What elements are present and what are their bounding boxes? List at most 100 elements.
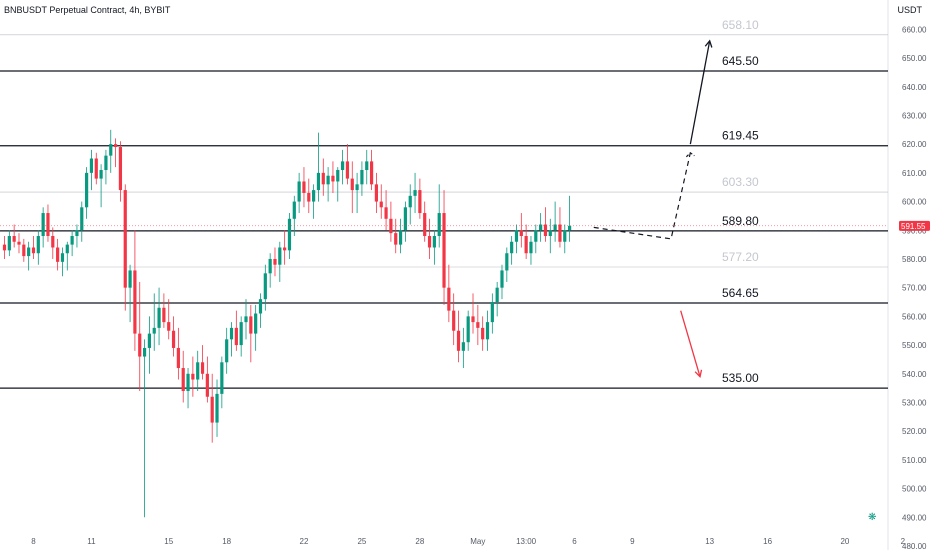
candle-body: [384, 207, 388, 219]
y-tick-label: 550.00: [902, 341, 927, 350]
bear-arrow-head: [694, 369, 703, 378]
candle-body: [109, 144, 113, 156]
candle-body: [485, 322, 490, 340]
candle-body: [123, 190, 127, 288]
candle-body: [171, 330, 176, 348]
y-tick-label: 650.00: [902, 54, 927, 63]
candle-body: [94, 158, 98, 179]
candle-body: [413, 190, 417, 196]
candle-body: [287, 218, 292, 251]
y-tick-label: 640.00: [902, 83, 927, 92]
x-tick-label: 13:00: [516, 537, 537, 546]
candle-body: [341, 161, 345, 170]
candle-body: [365, 161, 369, 170]
x-tick-label: May: [470, 537, 485, 546]
x-tick-label: 6: [572, 537, 577, 546]
y-tick-label: 560.00: [902, 312, 927, 321]
candle-body: [113, 144, 118, 148]
candle-body: [336, 169, 340, 182]
candle-body: [138, 333, 142, 357]
last-price-tag: [899, 220, 930, 231]
candle-body: [191, 373, 195, 380]
x-tick-label: 13: [705, 537, 714, 546]
candle-body: [176, 347, 180, 369]
level-label: 619.45: [722, 129, 759, 143]
candle-body: [548, 230, 552, 237]
candle-body: [186, 373, 190, 392]
price-axis[interactable]: 480.00 490.00 500.00 510.00 520.00 530.00 540.…: [899, 25, 930, 550]
x-tick-label: 15: [164, 537, 173, 546]
candle-body: [456, 330, 461, 351]
level-label: 658.10: [722, 18, 759, 32]
candle-body: [85, 172, 89, 208]
candle-body: [229, 327, 234, 340]
candle-body: [312, 190, 316, 202]
x-tick-label: 16: [763, 537, 772, 546]
candle-body: [17, 241, 21, 245]
candle-body: [60, 253, 65, 262]
candle-body: [225, 339, 229, 363]
candle-body: [529, 241, 533, 254]
x-tick-label: 2: [901, 537, 906, 546]
candle-body: [205, 373, 209, 397]
y-tick-label: 480.00: [902, 542, 927, 550]
bear-arrow: [680, 310, 701, 377]
candle-body: [80, 207, 84, 231]
candle-body: [331, 175, 335, 182]
bull-arrow-head: [704, 39, 713, 48]
candle-body: [56, 247, 60, 262]
candle-body: [215, 393, 219, 423]
y-tick-label: 620.00: [902, 140, 927, 149]
candle-body: [302, 181, 306, 193]
candle-body: [543, 224, 548, 237]
candle-body: [196, 362, 200, 380]
y-tick-label: 500.00: [902, 485, 927, 494]
candle-body: [220, 362, 224, 394]
candle-body: [181, 368, 185, 392]
candle-body: [128, 270, 132, 288]
candle-body: [297, 181, 301, 202]
candle-body: [258, 299, 263, 314]
projection-path: [593, 152, 691, 240]
candle-body: [476, 322, 480, 328]
y-tick-label: 570.00: [902, 284, 927, 293]
candle-body: [437, 213, 441, 237]
candle-body: [273, 258, 277, 265]
candle-body: [466, 316, 470, 343]
y-tick-label: 520.00: [902, 427, 927, 436]
candle-body: [403, 207, 407, 231]
candle-body: [278, 247, 282, 265]
y-tick-label: 490.00: [902, 513, 927, 522]
candle-body: [461, 342, 465, 351]
x-tick-label: 9: [630, 537, 635, 546]
candle-body: [418, 190, 422, 214]
candle-body: [427, 236, 432, 248]
last-price-value: 591.55: [901, 222, 926, 231]
candle-body: [70, 236, 74, 245]
level-label: 603.30: [722, 175, 759, 189]
y-tick-label: 530.00: [902, 398, 927, 407]
time-axis[interactable]: 8 11 15 18 22 25 28 May 13:00 6 9 13 16 20 2: [31, 537, 905, 546]
candle-body: [292, 201, 296, 219]
candle-body: [307, 192, 311, 202]
candle-body: [442, 213, 446, 288]
candle-body: [398, 230, 403, 245]
candle-body: [7, 236, 11, 251]
candle-body: [46, 213, 50, 237]
candles: [0, 129, 888, 518]
candle-body: [379, 201, 383, 208]
projection-arrowhead: [685, 151, 695, 158]
candle-body: [89, 158, 94, 173]
candle-body: [471, 316, 475, 323]
level-label: 564.65: [722, 286, 759, 300]
candle-body: [2, 244, 7, 251]
level-label: 577.20: [722, 250, 759, 264]
candle-body: [394, 233, 398, 245]
bull-arrow: [689, 40, 711, 145]
candle-body: [65, 244, 69, 254]
candle-body: [210, 396, 214, 423]
y-tick-label: 660.00: [902, 25, 927, 34]
candle-body: [345, 161, 350, 179]
candle-body: [447, 287, 451, 311]
